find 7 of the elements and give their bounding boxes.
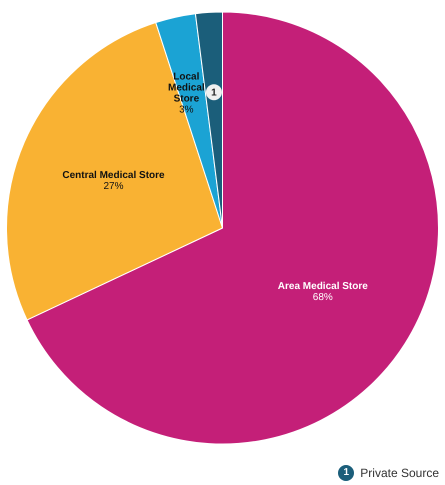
data-label: 68% [312, 292, 333, 303]
legend-label: Private Source [360, 466, 439, 480]
text: 1 [344, 467, 350, 478]
slice-label: Central Medical Store [62, 170, 166, 182]
text: 1 [211, 87, 218, 98]
slice-label: Area Medical Store [278, 280, 368, 292]
data-label: 27% [103, 181, 124, 192]
